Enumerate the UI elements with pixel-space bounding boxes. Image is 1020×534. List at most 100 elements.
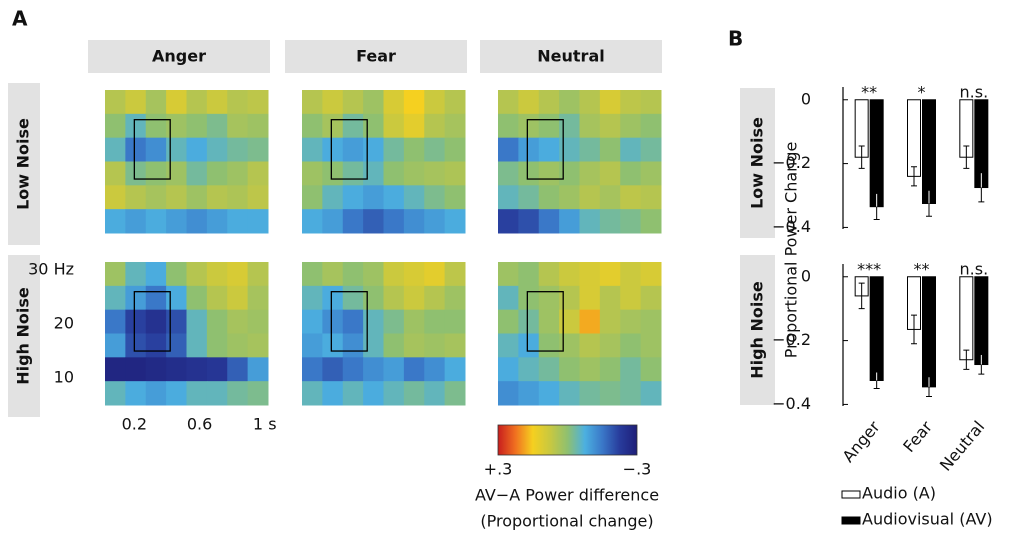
heatmap-cell (166, 90, 187, 114)
y-tick-label: 30 Hz (28, 260, 74, 279)
heatmap-cell (125, 286, 146, 310)
heatmap-cell (302, 381, 323, 405)
heatmap-cell (518, 90, 539, 114)
heatmap-cell (322, 162, 343, 186)
heatmap-cell (539, 334, 560, 358)
heatmap-cell (105, 310, 126, 334)
colorbar-label: AV−A Power difference (475, 486, 659, 505)
heatmap-cell (248, 286, 269, 310)
heatmap-cell (187, 114, 208, 138)
heatmap-cell (187, 357, 208, 381)
heatmap-cell (559, 334, 580, 358)
heatmap-cell (166, 138, 187, 162)
heatmap-cell (384, 310, 405, 334)
heatmap-cell (227, 138, 248, 162)
bar (960, 277, 973, 360)
heatmap-cell (363, 162, 384, 186)
heatmap-cell (146, 185, 167, 209)
heatmap-cell (227, 162, 248, 186)
heatmap-cell (498, 114, 519, 138)
heatmap-cell (518, 162, 539, 186)
heatmap-cell (125, 114, 146, 138)
heatmap-cell (384, 381, 405, 405)
heatmap-cell (424, 381, 445, 405)
legend-label: Audiovisual (AV) (862, 510, 993, 529)
heatmap-cell (248, 381, 269, 405)
heatmap-cell (343, 381, 364, 405)
heatmap-cell (105, 381, 126, 405)
heatmap-cell (146, 286, 167, 310)
legend-swatch (842, 517, 860, 524)
heatmap-cell (384, 209, 405, 233)
heatmap-cell (363, 334, 384, 358)
x-tick-label: 0.6 (187, 415, 212, 434)
heatmap-cell (424, 90, 445, 114)
y-tick-label: 0 (801, 266, 811, 285)
heatmap-cell (424, 357, 445, 381)
heatmap-cell (600, 381, 621, 405)
heatmap-cell (404, 90, 425, 114)
heatmap-cell (620, 209, 641, 233)
heatmap-cell (207, 90, 228, 114)
heatmap-cell (248, 114, 269, 138)
heatmap-cell (641, 334, 662, 358)
heatmap-cell (580, 286, 601, 310)
heatmap-cell (498, 262, 519, 286)
heatmap-cell (187, 286, 208, 310)
heatmap-cell (187, 381, 208, 405)
heatmap-cell (207, 286, 228, 310)
bar (923, 277, 936, 387)
heatmap-cell (559, 138, 580, 162)
y-tick-label: −0.4 (772, 394, 811, 413)
heatmap-cell (641, 162, 662, 186)
heatmap-cell (187, 334, 208, 358)
heatmap-cell (424, 185, 445, 209)
heatmap-cell (641, 262, 662, 286)
bar (908, 100, 921, 177)
heatmap-cell (125, 138, 146, 162)
x-tick-label: Neutral (936, 417, 989, 474)
heatmap-cell (105, 162, 126, 186)
heatmap-cell (227, 185, 248, 209)
bar (870, 100, 883, 207)
heatmap-cell (248, 310, 269, 334)
heatmap-cell (363, 138, 384, 162)
heatmap-cell (539, 138, 560, 162)
heatmap-cell (580, 381, 601, 405)
heatmap-cell (600, 114, 621, 138)
heatmap-cell (105, 185, 126, 209)
heatmap-cell (363, 286, 384, 310)
heatmap-cell (539, 185, 560, 209)
heatmap-cell (518, 357, 539, 381)
heatmap-cell (207, 381, 228, 405)
heatmap-cell (404, 334, 425, 358)
heatmap-cell (343, 114, 364, 138)
heatmap-cell (580, 185, 601, 209)
heatmap-cell (498, 90, 519, 114)
heatmap-cell (227, 381, 248, 405)
heatmap-cell (146, 162, 167, 186)
heatmap-cell (384, 262, 405, 286)
heatmap-cell (539, 90, 560, 114)
heatmap-cell (641, 381, 662, 405)
heatmap-cell (363, 381, 384, 405)
heatmap-cell (248, 357, 269, 381)
heatmap-cell (343, 262, 364, 286)
heatmap-cell (620, 334, 641, 358)
heatmap-cell (580, 357, 601, 381)
heatmap-cell (424, 262, 445, 286)
heatmap-cell (580, 209, 601, 233)
heatmap-cell (404, 185, 425, 209)
heatmap-cell (384, 90, 405, 114)
heatmap-cell (227, 209, 248, 233)
heatmap-cell (498, 162, 519, 186)
heatmap-cell (404, 138, 425, 162)
heatmap-cell (424, 114, 445, 138)
row-header: High Noise (14, 287, 33, 385)
heatmap-cell (125, 262, 146, 286)
colorbar-tick-label: −.3 (623, 460, 652, 479)
heatmap-cell (600, 138, 621, 162)
significance: * (918, 83, 926, 102)
panel-label: B (728, 27, 743, 51)
heatmap-cell (322, 381, 343, 405)
